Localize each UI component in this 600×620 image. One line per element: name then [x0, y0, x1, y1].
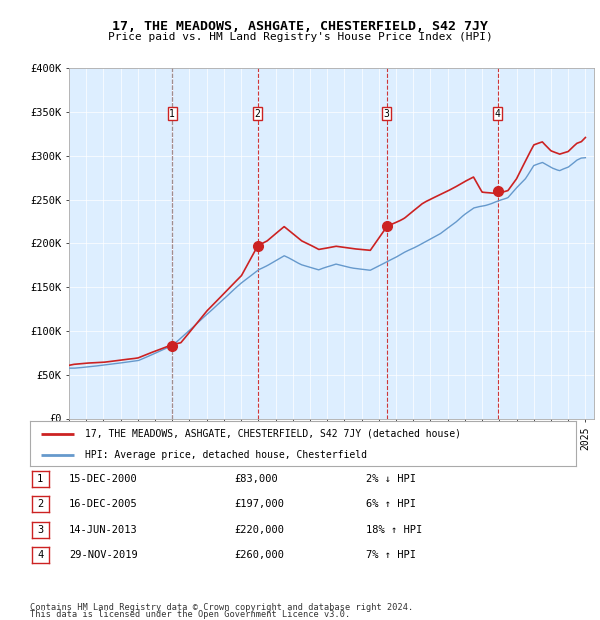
Text: £260,000: £260,000 [234, 550, 284, 560]
Text: 1: 1 [169, 108, 175, 119]
Text: 2: 2 [255, 108, 260, 119]
Text: 7% ↑ HPI: 7% ↑ HPI [366, 550, 416, 560]
Text: 3: 3 [383, 108, 389, 119]
Text: 3: 3 [37, 525, 43, 535]
Text: 18% ↑ HPI: 18% ↑ HPI [366, 525, 422, 535]
Text: 1: 1 [37, 474, 43, 484]
Text: HPI: Average price, detached house, Chesterfield: HPI: Average price, detached house, Ches… [85, 450, 367, 460]
Text: 16-DEC-2005: 16-DEC-2005 [69, 499, 138, 510]
Text: 4: 4 [37, 550, 43, 560]
Text: £220,000: £220,000 [234, 525, 284, 535]
Text: 29-NOV-2019: 29-NOV-2019 [69, 550, 138, 560]
Text: 15-DEC-2000: 15-DEC-2000 [69, 474, 138, 484]
Text: £197,000: £197,000 [234, 499, 284, 510]
Text: 17, THE MEADOWS, ASHGATE, CHESTERFIELD, S42 7JY (detached house): 17, THE MEADOWS, ASHGATE, CHESTERFIELD, … [85, 428, 461, 439]
Text: Price paid vs. HM Land Registry's House Price Index (HPI): Price paid vs. HM Land Registry's House … [107, 32, 493, 42]
Text: This data is licensed under the Open Government Licence v3.0.: This data is licensed under the Open Gov… [30, 610, 350, 619]
Text: £83,000: £83,000 [234, 474, 278, 484]
Text: 2: 2 [37, 499, 43, 510]
Text: 17, THE MEADOWS, ASHGATE, CHESTERFIELD, S42 7JY: 17, THE MEADOWS, ASHGATE, CHESTERFIELD, … [112, 20, 488, 33]
Text: 2% ↓ HPI: 2% ↓ HPI [366, 474, 416, 484]
Text: 14-JUN-2013: 14-JUN-2013 [69, 525, 138, 535]
Text: Contains HM Land Registry data © Crown copyright and database right 2024.: Contains HM Land Registry data © Crown c… [30, 603, 413, 612]
Text: 6% ↑ HPI: 6% ↑ HPI [366, 499, 416, 510]
Text: 4: 4 [495, 108, 501, 119]
